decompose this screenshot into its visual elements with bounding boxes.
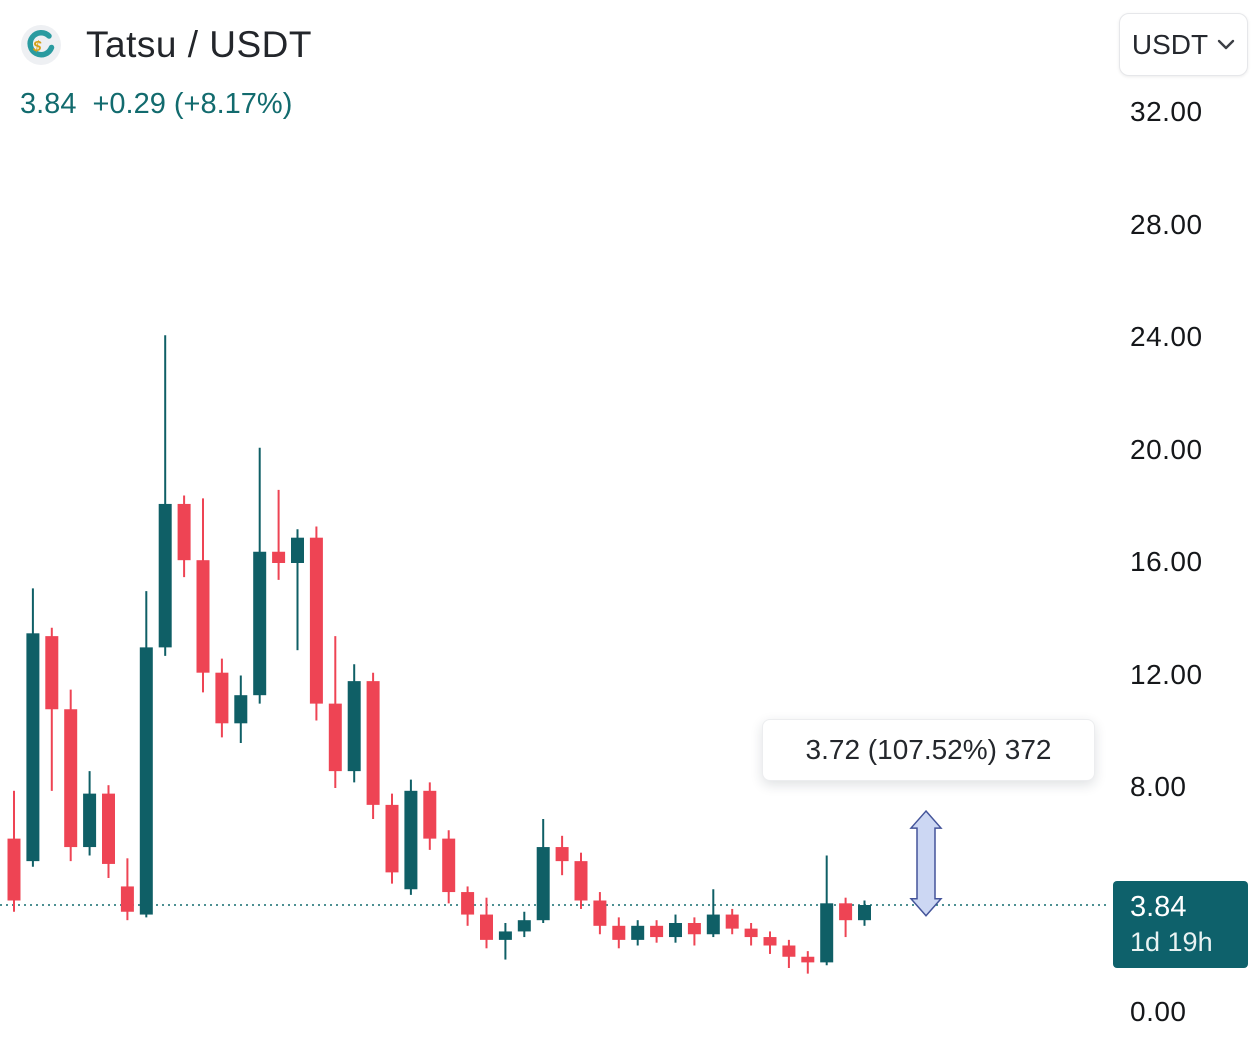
- chevron-down-icon: [1217, 39, 1235, 50]
- candle: [366, 672, 380, 819]
- candle: [309, 526, 323, 721]
- measure-arrow[interactable]: [909, 809, 943, 917]
- candle: [517, 911, 531, 938]
- candle: [706, 889, 720, 938]
- y-axis-label: 12.00: [1130, 658, 1203, 690]
- candle: [801, 951, 815, 974]
- price-change: +0.29 (+8.17%): [92, 88, 293, 120]
- candle: [782, 939, 796, 968]
- y-axis-label: 16.00: [1130, 546, 1203, 577]
- candle: [7, 790, 21, 912]
- candle: [763, 931, 777, 954]
- candle: [177, 495, 191, 578]
- candlestick-chart[interactable]: [0, 0, 1110, 1041]
- candle: [64, 689, 78, 862]
- badge-countdown: 1d 19h: [1130, 927, 1213, 957]
- pair-title: Tatsu / USDT: [86, 24, 312, 65]
- badge-price: 3.84: [1130, 891, 1187, 923]
- candle: [461, 886, 475, 926]
- candle: [498, 923, 512, 960]
- candle: [385, 793, 399, 884]
- candle: [687, 917, 701, 946]
- price-summary: 3.84 +0.29 (+8.17%): [20, 88, 312, 121]
- candle: [631, 920, 645, 946]
- svg-text:$: $: [32, 38, 42, 55]
- measure-tooltip-text: 3.72 (107.52%) 372: [805, 734, 1052, 765]
- candle: [423, 782, 437, 850]
- header: $ Tatsu / USDT 3.84 +0.29 (+8.17%): [20, 24, 312, 121]
- y-axis-label: 20.00: [1130, 433, 1203, 465]
- candle: [328, 636, 342, 788]
- candle: [593, 892, 607, 935]
- candle: [536, 818, 550, 923]
- candle: [404, 779, 418, 895]
- candle: [272, 489, 286, 580]
- y-axis-label: 28.00: [1130, 208, 1203, 240]
- candle: [555, 835, 569, 876]
- candle: [442, 830, 456, 904]
- quote-currency-label: USDT: [1131, 28, 1209, 60]
- candle: [215, 658, 229, 738]
- candle: [120, 858, 134, 921]
- title-row: $ Tatsu / USDT: [20, 24, 312, 66]
- candle: [650, 920, 664, 943]
- candle: [253, 447, 267, 704]
- candle: [480, 897, 493, 949]
- candle: [234, 675, 248, 743]
- price-axis: 32.00 28.00 24.00 20.00 16.00 12.00 8.00 0.00: [1130, 0, 1260, 1041]
- quote-currency-selector[interactable]: USDT: [1119, 13, 1248, 76]
- current-price-badge: 3.84 1d 19h: [1113, 881, 1248, 968]
- measure-tooltip: 3.72 (107.52%) 372: [762, 719, 1095, 781]
- candle: [574, 852, 588, 909]
- candle: [347, 664, 361, 783]
- candle: [196, 498, 210, 693]
- coin-logo-icon: $: [20, 24, 62, 66]
- candle: [291, 529, 304, 651]
- y-axis-label: 0.00: [1130, 996, 1187, 1027]
- candle: [83, 771, 97, 856]
- y-axis-label: 8.00: [1130, 771, 1187, 802]
- candle: [612, 917, 626, 949]
- candle: [139, 591, 153, 918]
- candle: [158, 335, 172, 656]
- candle: [45, 627, 59, 791]
- candle: [858, 900, 871, 926]
- candle: [669, 914, 682, 943]
- candle: [26, 588, 40, 867]
- y-axis-label: 24.00: [1130, 321, 1203, 352]
- y-axis-label: 32.00: [1130, 96, 1203, 127]
- candle: [744, 923, 758, 946]
- candle: [725, 908, 739, 935]
- candle: [102, 785, 115, 878]
- candle: [820, 855, 834, 966]
- candle: [839, 897, 853, 938]
- last-price: 3.84: [20, 88, 77, 120]
